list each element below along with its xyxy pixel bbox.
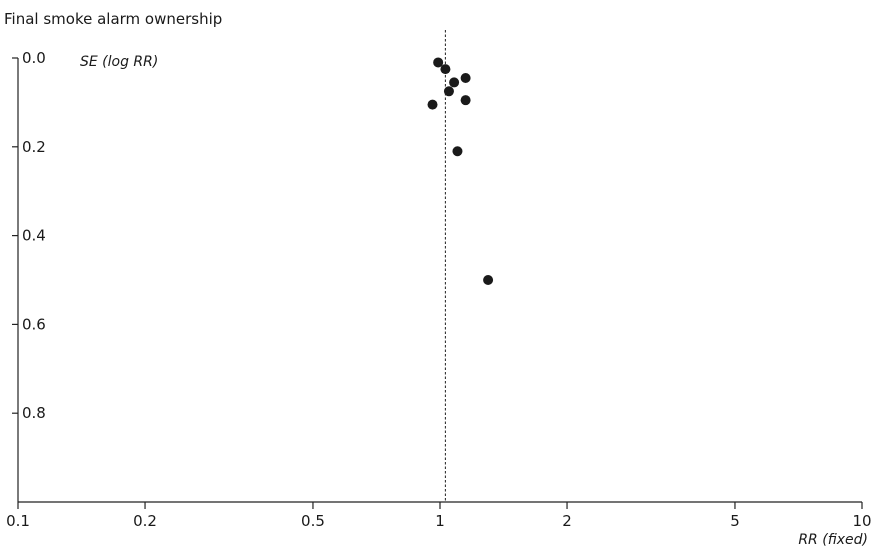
study-point xyxy=(443,86,454,97)
y-tick-label: 0.4 xyxy=(22,227,46,245)
chart-title: Final smoke alarm ownership xyxy=(4,10,222,28)
y-axis-label: SE (log RR) xyxy=(80,54,158,70)
x-tick-label: 0.2 xyxy=(133,512,157,530)
study-point xyxy=(460,95,471,106)
study-point xyxy=(449,77,460,88)
study-point xyxy=(427,99,438,110)
points-layer xyxy=(427,57,494,285)
y-tick-label: 0.2 xyxy=(22,138,46,156)
x-tick-label: 2 xyxy=(562,512,572,530)
x-tick-label: 10 xyxy=(852,512,871,530)
study-point xyxy=(460,72,471,83)
y-tick-label: 0.6 xyxy=(22,315,46,333)
y-tick-label: 0.8 xyxy=(22,404,46,422)
study-point xyxy=(452,146,463,157)
x-axis-label: RR (fixed) xyxy=(798,532,868,548)
study-point xyxy=(440,64,451,75)
study-point xyxy=(433,57,444,68)
axes: 0.0 0.2 0.4 0.6 0.8 0.1 0.2 0.5 1 2 5 10 xyxy=(6,49,871,530)
x-tick-label: 5 xyxy=(730,512,740,530)
study-point xyxy=(483,275,494,285)
x-tick-label: 1 xyxy=(435,512,445,530)
x-tick-label: 0.5 xyxy=(301,512,325,530)
y-tick-label: 0.0 xyxy=(22,49,46,67)
x-tick-label: 0.1 xyxy=(6,512,30,530)
